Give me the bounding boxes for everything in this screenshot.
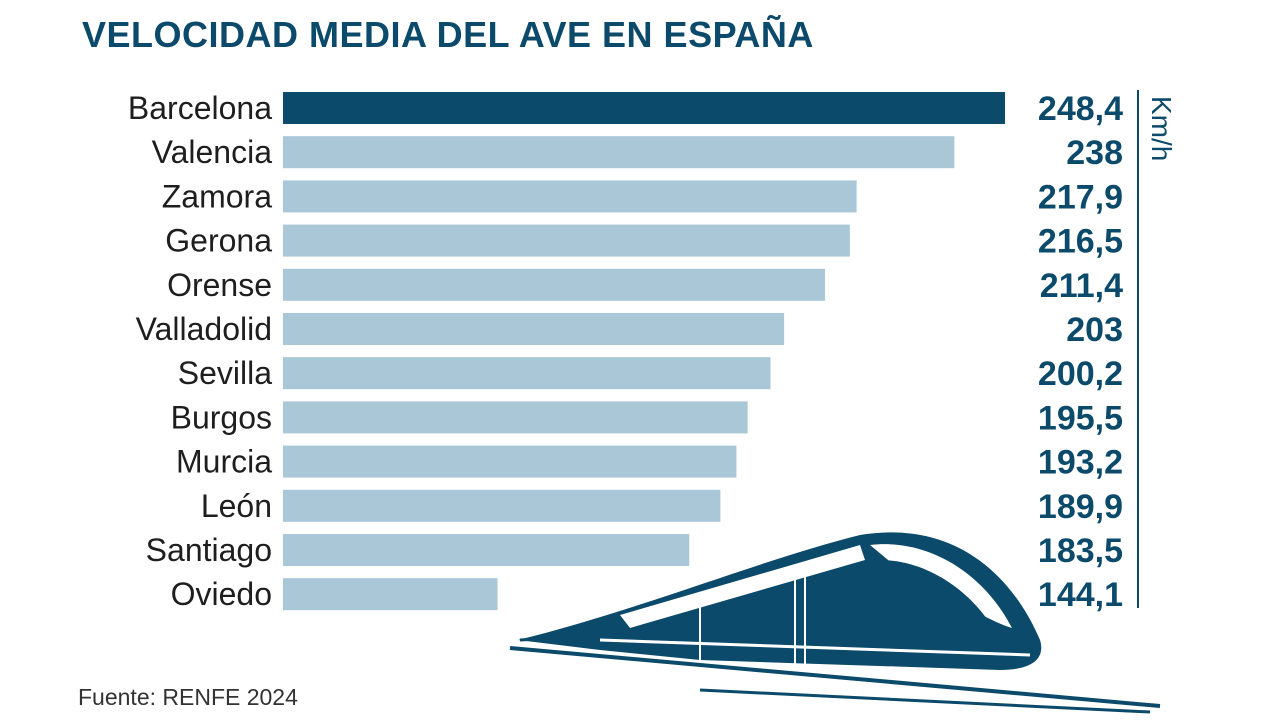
category-label: Santiago — [146, 532, 272, 568]
category-label: Barcelona — [128, 90, 272, 126]
category-label: Valladolid — [136, 311, 272, 347]
category-label: Murcia — [176, 444, 272, 480]
bar-murcia — [283, 445, 737, 478]
source-note: Fuente: RENFE 2024 — [78, 684, 298, 710]
bar-orense — [283, 268, 825, 301]
category-label: Orense — [167, 267, 272, 303]
value-label: 195,5 — [1038, 399, 1123, 437]
bar-santiago — [283, 534, 690, 566]
unit-label: Km/h — [1146, 96, 1177, 161]
value-label: 211,4 — [1040, 267, 1123, 305]
bar-león — [283, 489, 721, 522]
category-label: Zamora — [162, 178, 272, 214]
value-label: 144,1 — [1038, 576, 1123, 614]
value-label: 238 — [1066, 134, 1123, 172]
category-label: León — [201, 488, 272, 524]
bar-burgos — [283, 401, 748, 434]
value-label: 193,2 — [1038, 444, 1123, 482]
bar-sevilla — [283, 357, 771, 390]
value-label: 217,9 — [1038, 178, 1123, 216]
value-label: 248,4 — [1038, 90, 1123, 128]
value-label: 216,5 — [1038, 223, 1123, 261]
bar-valencia — [283, 136, 955, 169]
category-label: Burgos — [171, 399, 272, 435]
category-label: Oviedo — [171, 576, 272, 612]
category-label: Sevilla — [178, 355, 272, 391]
train-illustration — [509, 532, 1161, 714]
bar-gerona — [283, 224, 850, 257]
value-label: 203 — [1066, 311, 1123, 349]
category-label: Valencia — [152, 134, 273, 170]
bars-group: Barcelona 248,4 Valencia 238 Zamora 217,9 Gero… — [128, 90, 1177, 614]
category-label: Gerona — [165, 223, 272, 259]
bar-barcelona — [283, 92, 1005, 124]
bar-oviedo — [283, 578, 498, 611]
bar-valladolid — [283, 313, 785, 345]
value-label: 183,5 — [1038, 532, 1123, 570]
value-label: 189,9 — [1038, 488, 1123, 526]
bar-zamora — [283, 180, 857, 213]
value-label: 200,2 — [1038, 355, 1123, 393]
chart-title: VELOCIDAD MEDIA DEL AVE EN ESPAÑA — [82, 14, 814, 55]
